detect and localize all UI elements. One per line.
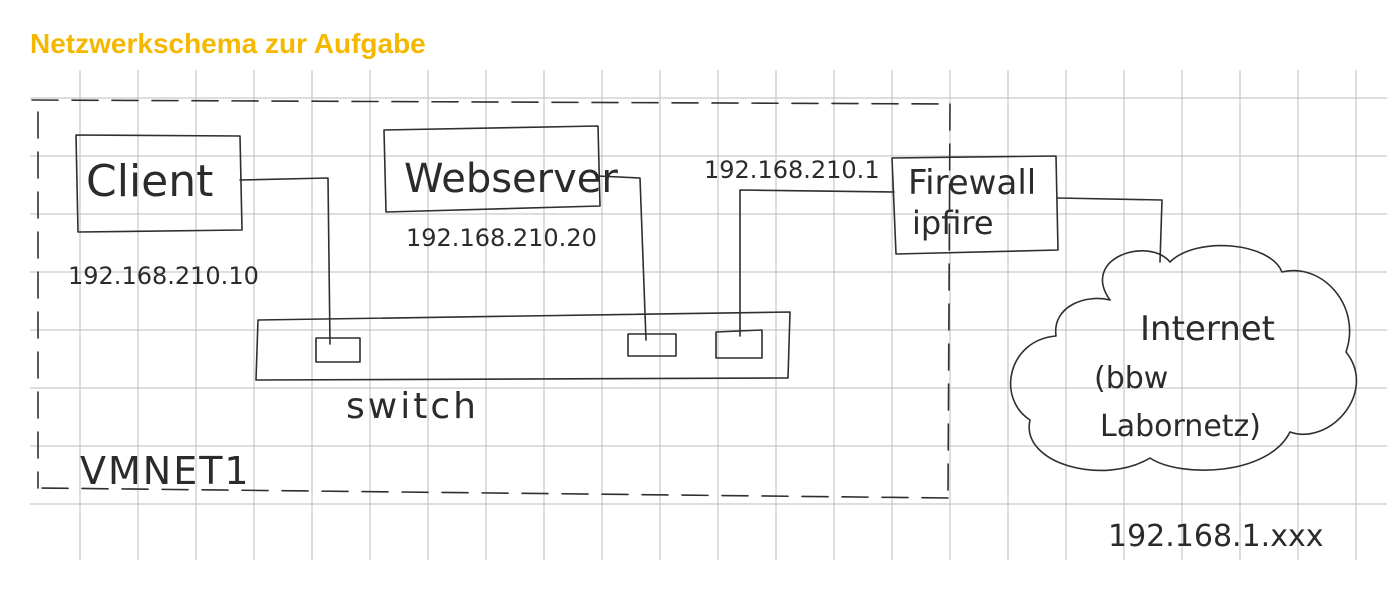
firewall-node: Firewall ipfire xyxy=(891,155,1059,255)
switch-label: switch xyxy=(346,386,479,427)
client-box xyxy=(75,134,243,233)
webserver-ip: 192.168.210.20 xyxy=(406,224,597,252)
cables xyxy=(239,175,1163,345)
switch-port-firewall xyxy=(715,329,763,359)
internet-label-line3: Labornetz) xyxy=(1100,409,1261,444)
cable-webserver-switch xyxy=(597,175,647,341)
firewall-ip: 192.168.210.1 xyxy=(704,156,880,184)
firewall-label-line2: ipfire xyxy=(912,204,994,242)
internet-label-line1: Internet xyxy=(1140,309,1275,349)
client-label: Client xyxy=(86,156,213,207)
webserver-label: Webserver xyxy=(404,156,618,202)
client-node: Client xyxy=(75,134,243,233)
cable-client-switch xyxy=(239,177,331,345)
switch-port-webserver xyxy=(627,333,677,357)
internet-label-line2: (bbw xyxy=(1094,361,1168,396)
switch-node: switch xyxy=(255,311,791,427)
cable-firewall-internet xyxy=(1057,197,1163,263)
firewall-label-line1: Firewall xyxy=(908,163,1036,203)
switch-port-client xyxy=(315,337,361,363)
cable-switch-firewall xyxy=(739,189,895,337)
client-ip: 192.168.210.10 xyxy=(68,262,259,290)
cloud-outline xyxy=(1009,244,1358,472)
vmnet-boundary xyxy=(31,99,951,499)
firewall-box xyxy=(891,155,1059,255)
network-name-label: VMNET1 xyxy=(80,449,251,493)
page-title: Netzwerkschema zur Aufgabe xyxy=(30,28,426,59)
switch-body xyxy=(255,311,791,381)
internet-cloud: Internet (bbw Labornetz) xyxy=(1009,244,1358,472)
webserver-node: Webserver xyxy=(383,125,618,213)
webserver-box xyxy=(383,125,601,213)
internet-ip: 192.168.1.xxx xyxy=(1108,519,1323,554)
